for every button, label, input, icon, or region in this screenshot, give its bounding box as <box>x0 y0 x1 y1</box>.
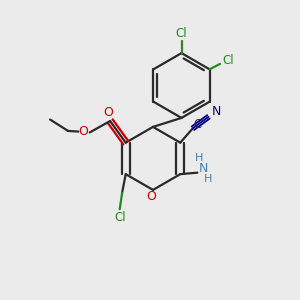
Text: H: H <box>195 153 204 163</box>
Text: Cl: Cl <box>114 211 125 224</box>
Text: H: H <box>204 174 213 184</box>
Text: Cl: Cl <box>222 54 234 68</box>
Text: N: N <box>211 105 221 118</box>
Text: C: C <box>193 118 201 131</box>
Text: Cl: Cl <box>176 27 187 40</box>
Text: O: O <box>104 106 114 119</box>
Text: O: O <box>78 125 88 138</box>
Text: N: N <box>199 162 208 175</box>
Text: O: O <box>147 190 156 203</box>
